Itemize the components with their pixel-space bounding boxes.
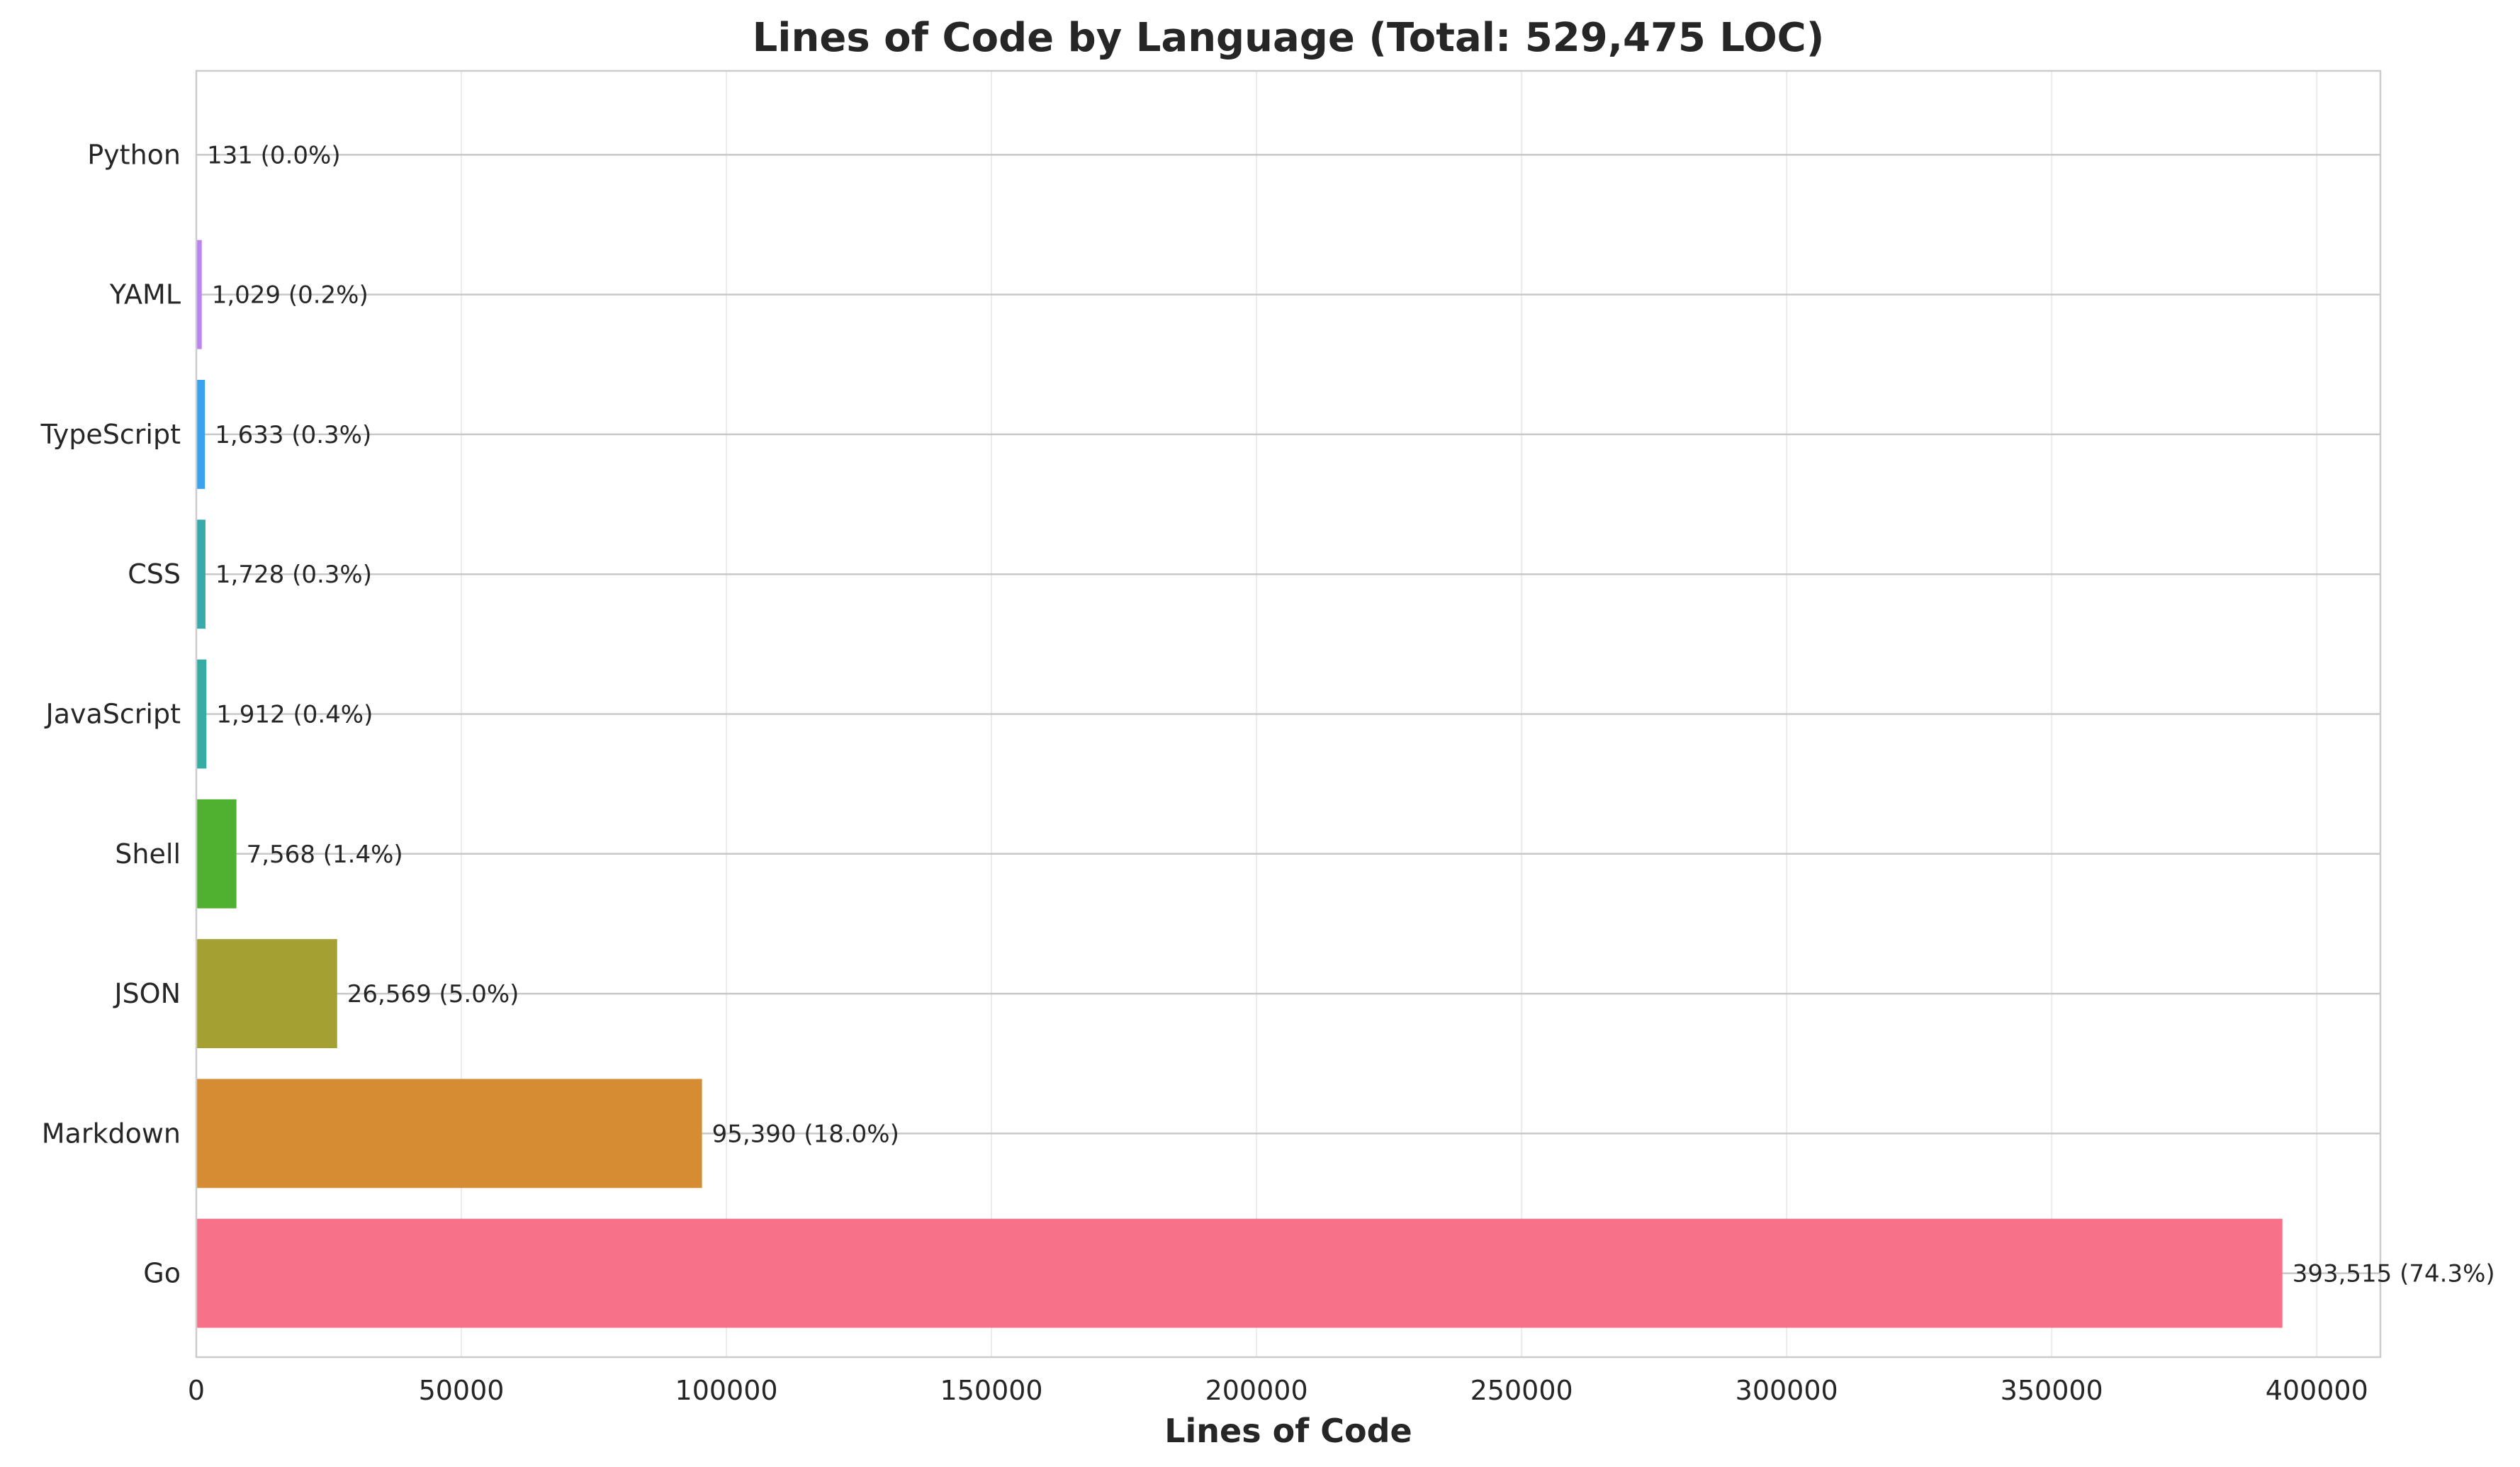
data-label: 1,912 (0.4%)	[216, 701, 373, 729]
bar-json	[196, 939, 337, 1049]
y-tick-label: YAML	[109, 279, 181, 310]
y-tick-label: JSON	[113, 978, 181, 1009]
bar-layer	[196, 100, 2283, 1328]
x-tick-label: 400000	[2266, 1375, 2368, 1406]
y-tick-label: Go	[143, 1258, 181, 1289]
data-label: 95,390 (18.0%)	[712, 1120, 899, 1148]
data-label: 1,029 (0.2%)	[212, 281, 369, 310]
bar-yaml	[196, 240, 202, 349]
bar-css	[196, 519, 206, 629]
x-tick-label: 350000	[2001, 1375, 2103, 1406]
y-tick-label: TypeScript	[40, 419, 181, 450]
y-tick-label: Markdown	[42, 1118, 181, 1149]
chart-title: Lines of Code by Language (Total: 529,47…	[753, 15, 1825, 61]
y-tick-label: Shell	[115, 838, 181, 870]
bar-go	[196, 1218, 2283, 1328]
x-tick-label: 50000	[419, 1375, 505, 1406]
x-axis-title: Lines of Code	[1164, 1412, 1412, 1450]
bar-javascript	[196, 659, 207, 769]
bar-markdown	[196, 1079, 702, 1188]
x-tick-label: 300000	[1736, 1375, 1838, 1406]
plot-frame	[195, 69, 2382, 1359]
x-tick-label: 250000	[1470, 1375, 1573, 1406]
label-layer: 0 50000 100000 150000 200000 250000 300000 3500…	[40, 139, 2495, 1406]
data-label: 1,728 (0.3%)	[215, 561, 372, 589]
x-tick-label: 100000	[675, 1375, 778, 1406]
x-tick-label: 0	[188, 1375, 205, 1406]
y-tick-label: CSS	[128, 558, 181, 590]
data-label: 131 (0.0%)	[207, 141, 341, 169]
bar-shell	[196, 799, 237, 909]
y-tick-label: JavaScript	[45, 699, 181, 730]
bar-typescript	[196, 379, 206, 489]
data-label: 1,633 (0.3%)	[215, 421, 371, 449]
x-tick-label: 200000	[1205, 1375, 1308, 1406]
y-tick-label: Python	[87, 139, 181, 170]
data-label: 393,515 (74.3%)	[2293, 1260, 2495, 1288]
x-tick-label: 150000	[940, 1375, 1043, 1406]
data-label: 7,568 (1.4%)	[247, 841, 403, 869]
data-label: 26,569 (5.0%)	[347, 980, 519, 1008]
